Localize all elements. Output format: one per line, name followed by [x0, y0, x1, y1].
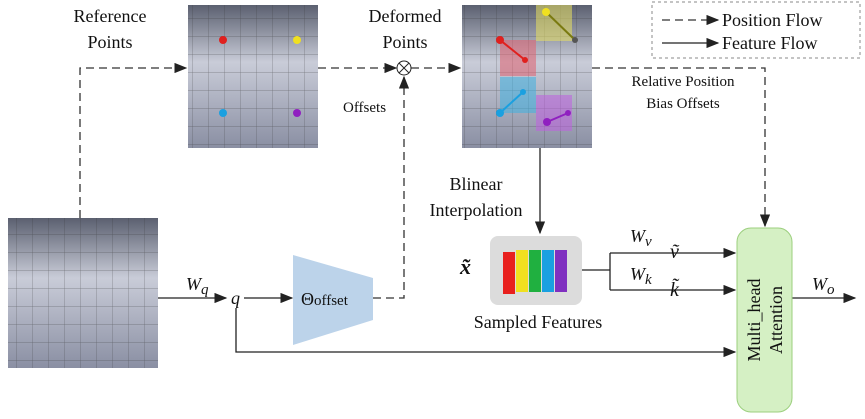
attention-label: Multi_head: [744, 279, 764, 362]
sampled-features: [490, 236, 582, 305]
arrow: [592, 68, 765, 226]
label: ṽ: [670, 241, 680, 263]
multiply-node: [397, 61, 411, 75]
attention-label: Attention: [766, 286, 786, 354]
deformed-image: [462, 5, 592, 148]
label: Sampled Features: [474, 312, 602, 332]
label: Relative Position: [632, 74, 735, 90]
label: Points: [87, 32, 132, 52]
label: Offsets: [343, 100, 386, 116]
label: Deformed: [369, 6, 442, 26]
reference-image: [188, 5, 318, 148]
diagram: Position Flow Feature Flow Θoffset Multi…: [0, 0, 865, 419]
legend-item: Feature Flow: [722, 33, 817, 53]
label: Wq: [186, 274, 209, 298]
label: q: [231, 288, 240, 308]
label: Reference: [74, 6, 147, 26]
label: Wv: [630, 226, 652, 250]
arrow: [80, 68, 186, 218]
label: k̃: [670, 277, 680, 301]
label: Bias Offsets: [646, 96, 720, 112]
label: Blinear: [450, 174, 503, 194]
input-image: [8, 218, 158, 368]
label: x̃: [459, 254, 471, 279]
label: Wk: [630, 264, 652, 288]
label: Wo: [812, 274, 835, 298]
legend-item: Position Flow: [722, 10, 823, 30]
label: Interpolation: [430, 200, 523, 220]
label: Points: [382, 32, 427, 52]
